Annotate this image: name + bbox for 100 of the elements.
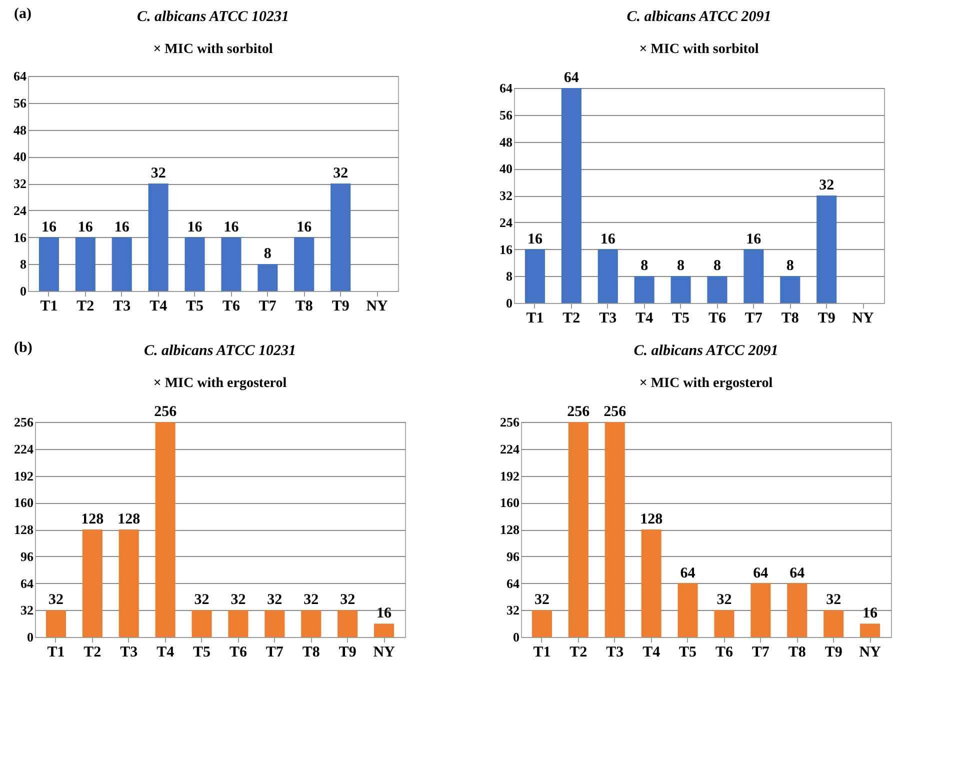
data-label: 32: [230, 592, 246, 608]
x-tick-label: T4: [642, 644, 661, 660]
y-tick-label: 32: [14, 176, 26, 191]
y-tick-label: 56: [14, 95, 27, 110]
y-tick-label: 0: [20, 284, 26, 298]
bar: [604, 422, 625, 637]
y-tick-label: 24: [500, 214, 513, 230]
y-tick-label: 64: [506, 576, 520, 591]
data-label: 16: [41, 219, 57, 236]
y-tick-label: 0: [506, 296, 512, 310]
bar: [787, 583, 808, 637]
bar: [634, 276, 654, 303]
x-tick-label: NY: [366, 298, 388, 314]
x-tick-label: T5: [679, 644, 697, 660]
data-label: 16: [187, 219, 203, 236]
y-tick-label: 0: [513, 630, 520, 644]
x-tick-label: T5: [672, 310, 690, 326]
bar: [221, 237, 242, 291]
x-tick-label: NY: [852, 310, 874, 326]
bar: [75, 237, 96, 291]
chart-title: C. albicans ATCC 10231: [144, 343, 296, 359]
data-label: 8: [640, 258, 648, 274]
data-label: 8: [786, 258, 794, 274]
x-tick-label: T9: [332, 298, 350, 314]
bar: [561, 88, 582, 303]
y-tick-label: 40: [500, 161, 512, 176]
x-tick-label: T7: [258, 298, 277, 314]
data-label: 64: [790, 565, 806, 582]
data-label: 32: [819, 178, 834, 194]
y-tick-label: 8: [20, 256, 27, 272]
data-label: 32: [826, 592, 842, 608]
y-tick-label: 0: [27, 630, 34, 644]
text: (a): [14, 6, 32, 23]
bar: [678, 583, 698, 637]
y-tick-label: 64: [14, 68, 27, 84]
data-label: 32: [333, 166, 348, 182]
y-tick-label: 40: [14, 149, 26, 164]
y-tick-label: 192: [14, 468, 34, 484]
chart-subtitle: × MIC with sorbitol: [639, 42, 759, 57]
chart-title: C. albicans ATCC 2091: [626, 9, 772, 25]
chart-subtitle: × MIC with sorbitol: [153, 42, 273, 57]
x-tick-label: T6: [708, 310, 726, 326]
data-label: 128: [118, 512, 140, 528]
y-tick-label: 32: [20, 602, 34, 618]
y-tick-label: 224: [14, 441, 34, 456]
bar: [374, 624, 394, 637]
data-label: 256: [604, 404, 627, 420]
x-tick-label: T3: [120, 644, 138, 660]
data-label: 128: [81, 512, 104, 528]
bar: [155, 422, 176, 637]
data-label: 16: [746, 231, 762, 248]
x-tick-label: T6: [715, 644, 734, 660]
data-label: 16: [224, 219, 240, 236]
bar: [532, 610, 552, 637]
chart-subtitle: × MIC with ergosterol: [639, 376, 773, 391]
bar: [258, 264, 278, 291]
y-tick-label: 56: [500, 107, 513, 122]
bar: [714, 610, 734, 637]
y-tick-label: 16: [14, 230, 27, 245]
x-tick-label: T7: [744, 310, 763, 326]
bar: [598, 249, 618, 303]
bar: [524, 249, 545, 303]
data-label: 64: [564, 70, 580, 86]
bar: [82, 530, 102, 637]
x-tick-label: T8: [295, 298, 313, 314]
data-label: 8: [713, 258, 721, 274]
bar: [860, 624, 880, 637]
x-tick-label: T7: [266, 644, 284, 660]
bar: [816, 196, 837, 303]
data-label: 16: [376, 606, 392, 622]
bar: [338, 610, 358, 637]
x-tick-label: T8: [788, 644, 806, 660]
x-tick-label: T9: [818, 310, 836, 326]
data-label: 32: [534, 592, 550, 608]
x-tick-label: T6: [229, 644, 248, 660]
data-label: 32: [267, 592, 282, 608]
y-tick-label: 96: [20, 548, 34, 564]
bar: [330, 184, 351, 291]
y-tick-label: 24: [14, 202, 27, 218]
y-tick-label: 128: [500, 522, 520, 537]
y-tick-label: 64: [500, 80, 513, 96]
bar: [750, 583, 771, 637]
x-tick-label: NY: [373, 644, 396, 660]
x-tick-label: T8: [781, 310, 799, 326]
data-label: 32: [194, 592, 210, 608]
y-tick-label: 96: [506, 548, 520, 564]
y-tick-label: 48: [14, 122, 27, 138]
data-label: 16: [78, 219, 94, 236]
y-tick-label: 128: [14, 522, 34, 537]
bar: [744, 249, 764, 303]
bar: [184, 237, 205, 291]
x-tick-label: T2: [562, 310, 580, 326]
x-tick-label: T4: [636, 310, 654, 326]
data-label: 8: [264, 246, 272, 262]
x-tick-label: T5: [193, 644, 211, 660]
chart-subtitle: × MIC with ergosterol: [153, 376, 287, 391]
x-tick-label: T3: [599, 310, 617, 326]
x-tick-label: T4: [150, 298, 168, 314]
data-label: 16: [296, 219, 312, 236]
data-label: 32: [150, 166, 166, 182]
